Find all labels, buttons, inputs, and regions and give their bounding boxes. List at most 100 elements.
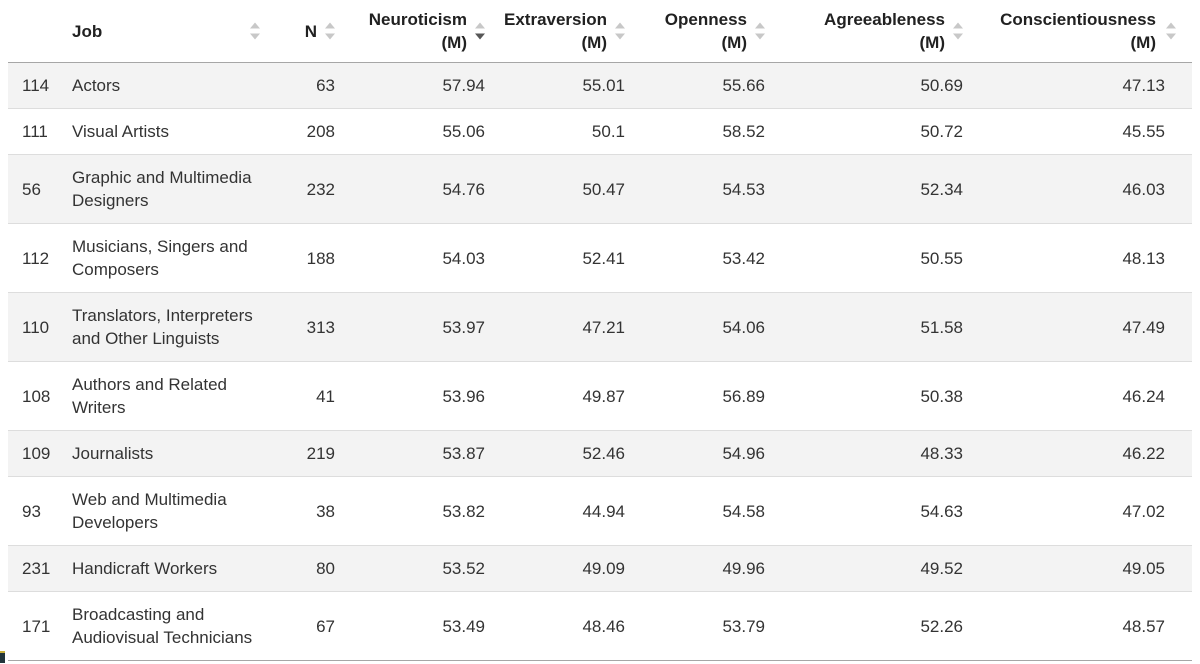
table-row: 110 Translators, Interpreters and Other L… [8,292,1192,362]
sort-ascending-icon [755,22,765,29]
column-header-label: Conscientiousness [1000,10,1156,29]
cell-row-id: 93 [8,476,58,546]
cell-extraversion: 44.94 [493,476,633,546]
sort-descending-icon [1166,33,1176,40]
table-row: 231 Handicraft Workers 80 53.52 49.09 49.96 49… [8,545,1192,592]
cell-agreeableness: 50.69 [773,62,971,109]
sort-icons [250,22,260,40]
column-header-sublabel: (M) [721,33,747,52]
table-row: 56 Graphic and Multimedia Designers 232 54.… [8,154,1192,224]
sort-ascending-icon [615,22,625,29]
column-header-sublabel: (M) [919,33,945,52]
table-row: 109 Journalists 219 53.87 52.46 54.96 48.33 46.… [8,430,1192,477]
column-header-sublabel: (M) [1130,33,1156,52]
column-header-sublabel: (M) [581,33,607,52]
cell-job: Visual Artists [58,108,268,155]
cell-conscientiousness: 45.55 [971,108,1192,155]
cell-extraversion: 55.01 [493,62,633,109]
sort-icons [325,22,335,40]
sort-ascending-icon [250,22,260,29]
table-row: 111 Visual Artists 208 55.06 50.1 58.52 50.72 4… [8,108,1192,155]
cell-neuroticism: 54.03 [343,223,493,293]
cell-openness: 53.79 [633,591,773,661]
cell-neuroticism: 53.97 [343,292,493,362]
table-row: 112 Musicians, Singers and Composers 188 54… [8,223,1192,293]
column-header-extraversion[interactable]: Extraversion (M) [493,0,633,63]
cell-agreeableness: 48.33 [773,430,971,477]
cell-neuroticism: 53.49 [343,591,493,661]
column-header-label: Job [72,21,103,41]
cell-conscientiousness: 46.24 [971,361,1192,431]
table-body: 114 Actors 63 57.94 55.01 55.66 50.69 47.13 111 V… [8,62,1192,661]
column-header-label: Agreeableness [824,10,945,29]
cell-agreeableness: 54.63 [773,476,971,546]
column-header-openness[interactable]: Openness (M) [633,0,773,63]
cell-agreeableness: 50.38 [773,361,971,431]
sort-descending-icon [475,33,485,40]
sort-descending-icon [615,33,625,40]
column-header-job[interactable]: Job [58,0,268,63]
cell-n: 63 [268,62,343,109]
cell-conscientiousness: 46.03 [971,154,1192,224]
cell-row-id: 109 [8,430,58,477]
cell-openness: 56.89 [633,361,773,431]
sort-descending-icon [953,33,963,40]
sort-ascending-icon [475,22,485,29]
cell-conscientiousness: 49.05 [971,545,1192,592]
cell-job: Graphic and Multimedia Designers [58,154,268,224]
cell-row-id: 231 [8,545,58,592]
cell-n: 313 [268,292,343,362]
cell-conscientiousness: 48.13 [971,223,1192,293]
cell-row-id: 110 [8,292,58,362]
sort-descending-icon [325,33,335,40]
cell-job: Handicraft Workers [58,545,268,592]
column-header-blank [8,0,58,63]
cell-row-id: 108 [8,361,58,431]
cell-openness: 54.96 [633,430,773,477]
cell-n: 38 [268,476,343,546]
sort-descending-icon [755,33,765,40]
cell-n: 219 [268,430,343,477]
column-header-label: Openness [664,10,747,29]
cell-openness: 49.96 [633,545,773,592]
cell-agreeableness: 52.26 [773,591,971,661]
sort-icons [475,22,485,40]
cell-conscientiousness: 46.22 [971,430,1192,477]
cell-row-id: 111 [8,108,58,155]
sort-icons [1166,22,1176,40]
cell-n: 188 [268,223,343,293]
sort-ascending-icon [1166,22,1176,29]
cell-n: 232 [268,154,343,224]
cell-extraversion: 52.41 [493,223,633,293]
column-header-label: Neuroticism [368,10,467,29]
column-header-n[interactable]: N [268,0,343,63]
table-header: Job N Neuroticism (M) Extraversion (M) Opennes… [8,0,1192,63]
cell-extraversion: 49.87 [493,361,633,431]
cell-job: Web and Multimedia Developers [58,476,268,546]
table-row: 171 Broadcasting and Audiovisual Technici… [8,591,1192,661]
cell-n: 41 [268,361,343,431]
cell-extraversion: 52.46 [493,430,633,477]
sort-ascending-icon [953,22,963,29]
column-header-neuroticism[interactable]: Neuroticism (M) [343,0,493,63]
column-header-sublabel: (M) [441,33,467,52]
cell-neuroticism: 53.52 [343,545,493,592]
cell-extraversion: 49.09 [493,545,633,592]
cell-n: 208 [268,108,343,155]
cell-neuroticism: 53.82 [343,476,493,546]
table-header-row: Job N Neuroticism (M) Extraversion (M) Opennes… [8,0,1192,63]
sort-icons [953,22,963,40]
cell-job: Translators, Interpreters and Other Ling… [58,292,268,362]
column-header-conscientiousness[interactable]: Conscientiousness (M) [971,0,1192,63]
cell-job: Actors [58,62,268,109]
cell-n: 67 [268,591,343,661]
cell-conscientiousness: 47.02 [971,476,1192,546]
cell-row-id: 114 [8,62,58,109]
cell-agreeableness: 50.55 [773,223,971,293]
sort-icons [615,22,625,40]
cell-extraversion: 48.46 [493,591,633,661]
cell-openness: 55.66 [633,62,773,109]
cell-job: Musicians, Singers and Composers [58,223,268,293]
column-header-agreeableness[interactable]: Agreeableness (M) [773,0,971,63]
